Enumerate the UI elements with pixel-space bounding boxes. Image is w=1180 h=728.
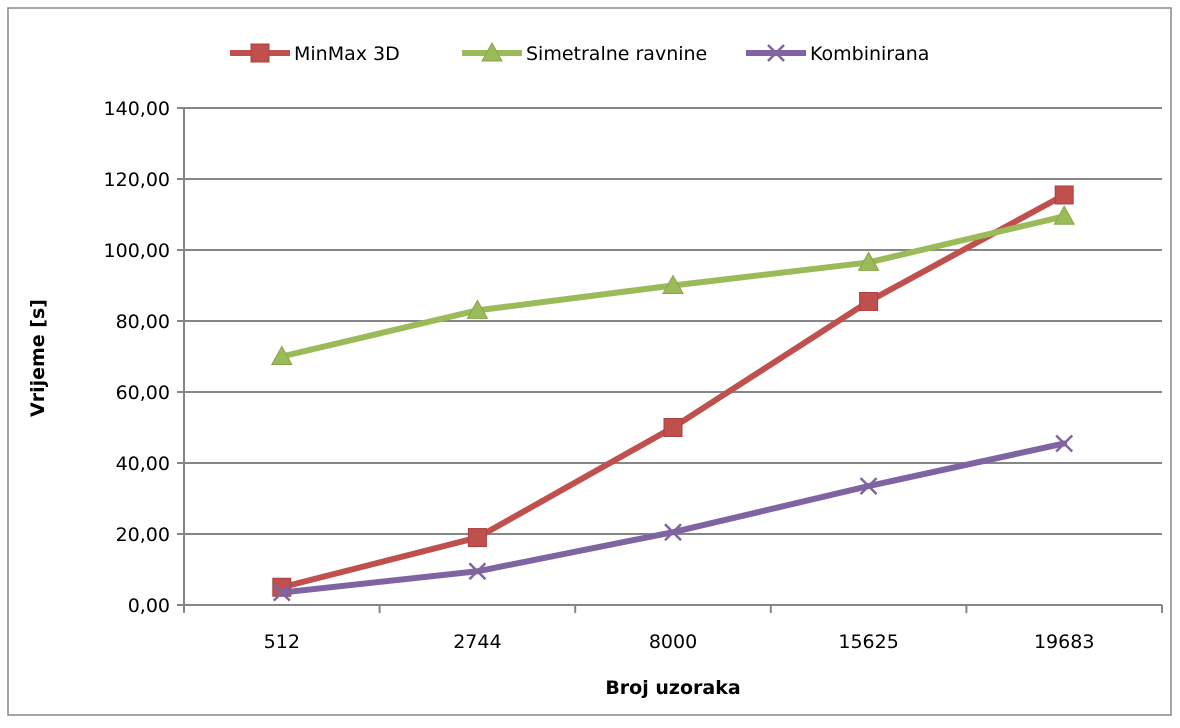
chart-border xyxy=(7,7,1172,716)
data-point xyxy=(270,345,293,365)
y-tick-label: 140,00 xyxy=(104,98,170,120)
x-marker xyxy=(767,44,785,62)
data-point xyxy=(1055,434,1074,453)
data-point xyxy=(664,523,682,542)
x-marker xyxy=(272,583,291,602)
series-2 xyxy=(272,434,1074,602)
triangle-marker xyxy=(481,41,503,62)
data-point xyxy=(663,418,683,437)
data-point xyxy=(468,562,487,581)
series-0 xyxy=(272,185,1074,597)
data-point xyxy=(1053,205,1076,225)
square-marker xyxy=(859,291,879,311)
data-point xyxy=(272,583,291,602)
triangle-marker xyxy=(1053,205,1076,225)
y-tick-label: 80,00 xyxy=(116,311,170,333)
series-1 xyxy=(270,205,1076,365)
legend-label: Simetralne ravnine xyxy=(526,43,707,65)
x-marker xyxy=(664,523,682,542)
y-tick-label: 60,00 xyxy=(116,382,170,404)
square-marker xyxy=(663,418,683,437)
square-marker xyxy=(1054,185,1074,205)
series-group xyxy=(270,185,1076,602)
x-marker xyxy=(859,477,878,495)
y-tick-label: 40,00 xyxy=(116,453,170,475)
x-marker xyxy=(1055,434,1074,453)
y-axis-label: Vrijeme [s] xyxy=(27,299,49,417)
square-marker xyxy=(250,43,270,63)
y-tick-label: 20,00 xyxy=(116,524,170,546)
data-point xyxy=(662,274,684,294)
x-tick-label: 8000 xyxy=(649,631,697,653)
data-point xyxy=(857,251,880,271)
data-point xyxy=(859,477,878,495)
x-tick-labels: 512 2744 8000 15625 19683 xyxy=(264,631,1095,653)
legend-item: Simetralne ravnine xyxy=(462,41,707,65)
y-tick-label: 0,00 xyxy=(128,595,170,617)
triangle-marker xyxy=(270,345,293,365)
data-point xyxy=(859,291,879,311)
x-marker xyxy=(468,562,487,581)
legend-item: Kombinirana xyxy=(746,43,929,65)
x-tick-label: 2744 xyxy=(453,631,501,653)
square-marker xyxy=(467,528,487,548)
triangle-marker xyxy=(662,274,684,294)
axes xyxy=(177,107,1163,613)
legend-label: Kombinirana xyxy=(810,43,929,65)
y-tick-label: 100,00 xyxy=(104,240,170,262)
data-point xyxy=(1054,185,1074,205)
legend-label: MinMax 3D xyxy=(294,43,400,65)
triangle-marker xyxy=(466,299,489,319)
gridlines xyxy=(184,107,1162,535)
legend: MinMax 3D Simetralne ravnine Kombinirana xyxy=(230,41,929,65)
x-tick-label: 512 xyxy=(264,631,300,653)
triangle-marker xyxy=(857,251,880,271)
y-tick-labels: 0,00 20,00 40,00 60,00 80,00 100,00 120,00 140,… xyxy=(104,98,170,617)
x-tick-label: 19683 xyxy=(1034,631,1094,653)
data-point xyxy=(467,528,487,548)
data-point xyxy=(466,299,489,319)
x-axis-label: Broj uzoraka xyxy=(605,677,740,699)
x-tick-label: 15625 xyxy=(838,631,898,653)
y-tick-label: 120,00 xyxy=(104,169,170,191)
legend-item: MinMax 3D xyxy=(230,43,400,65)
